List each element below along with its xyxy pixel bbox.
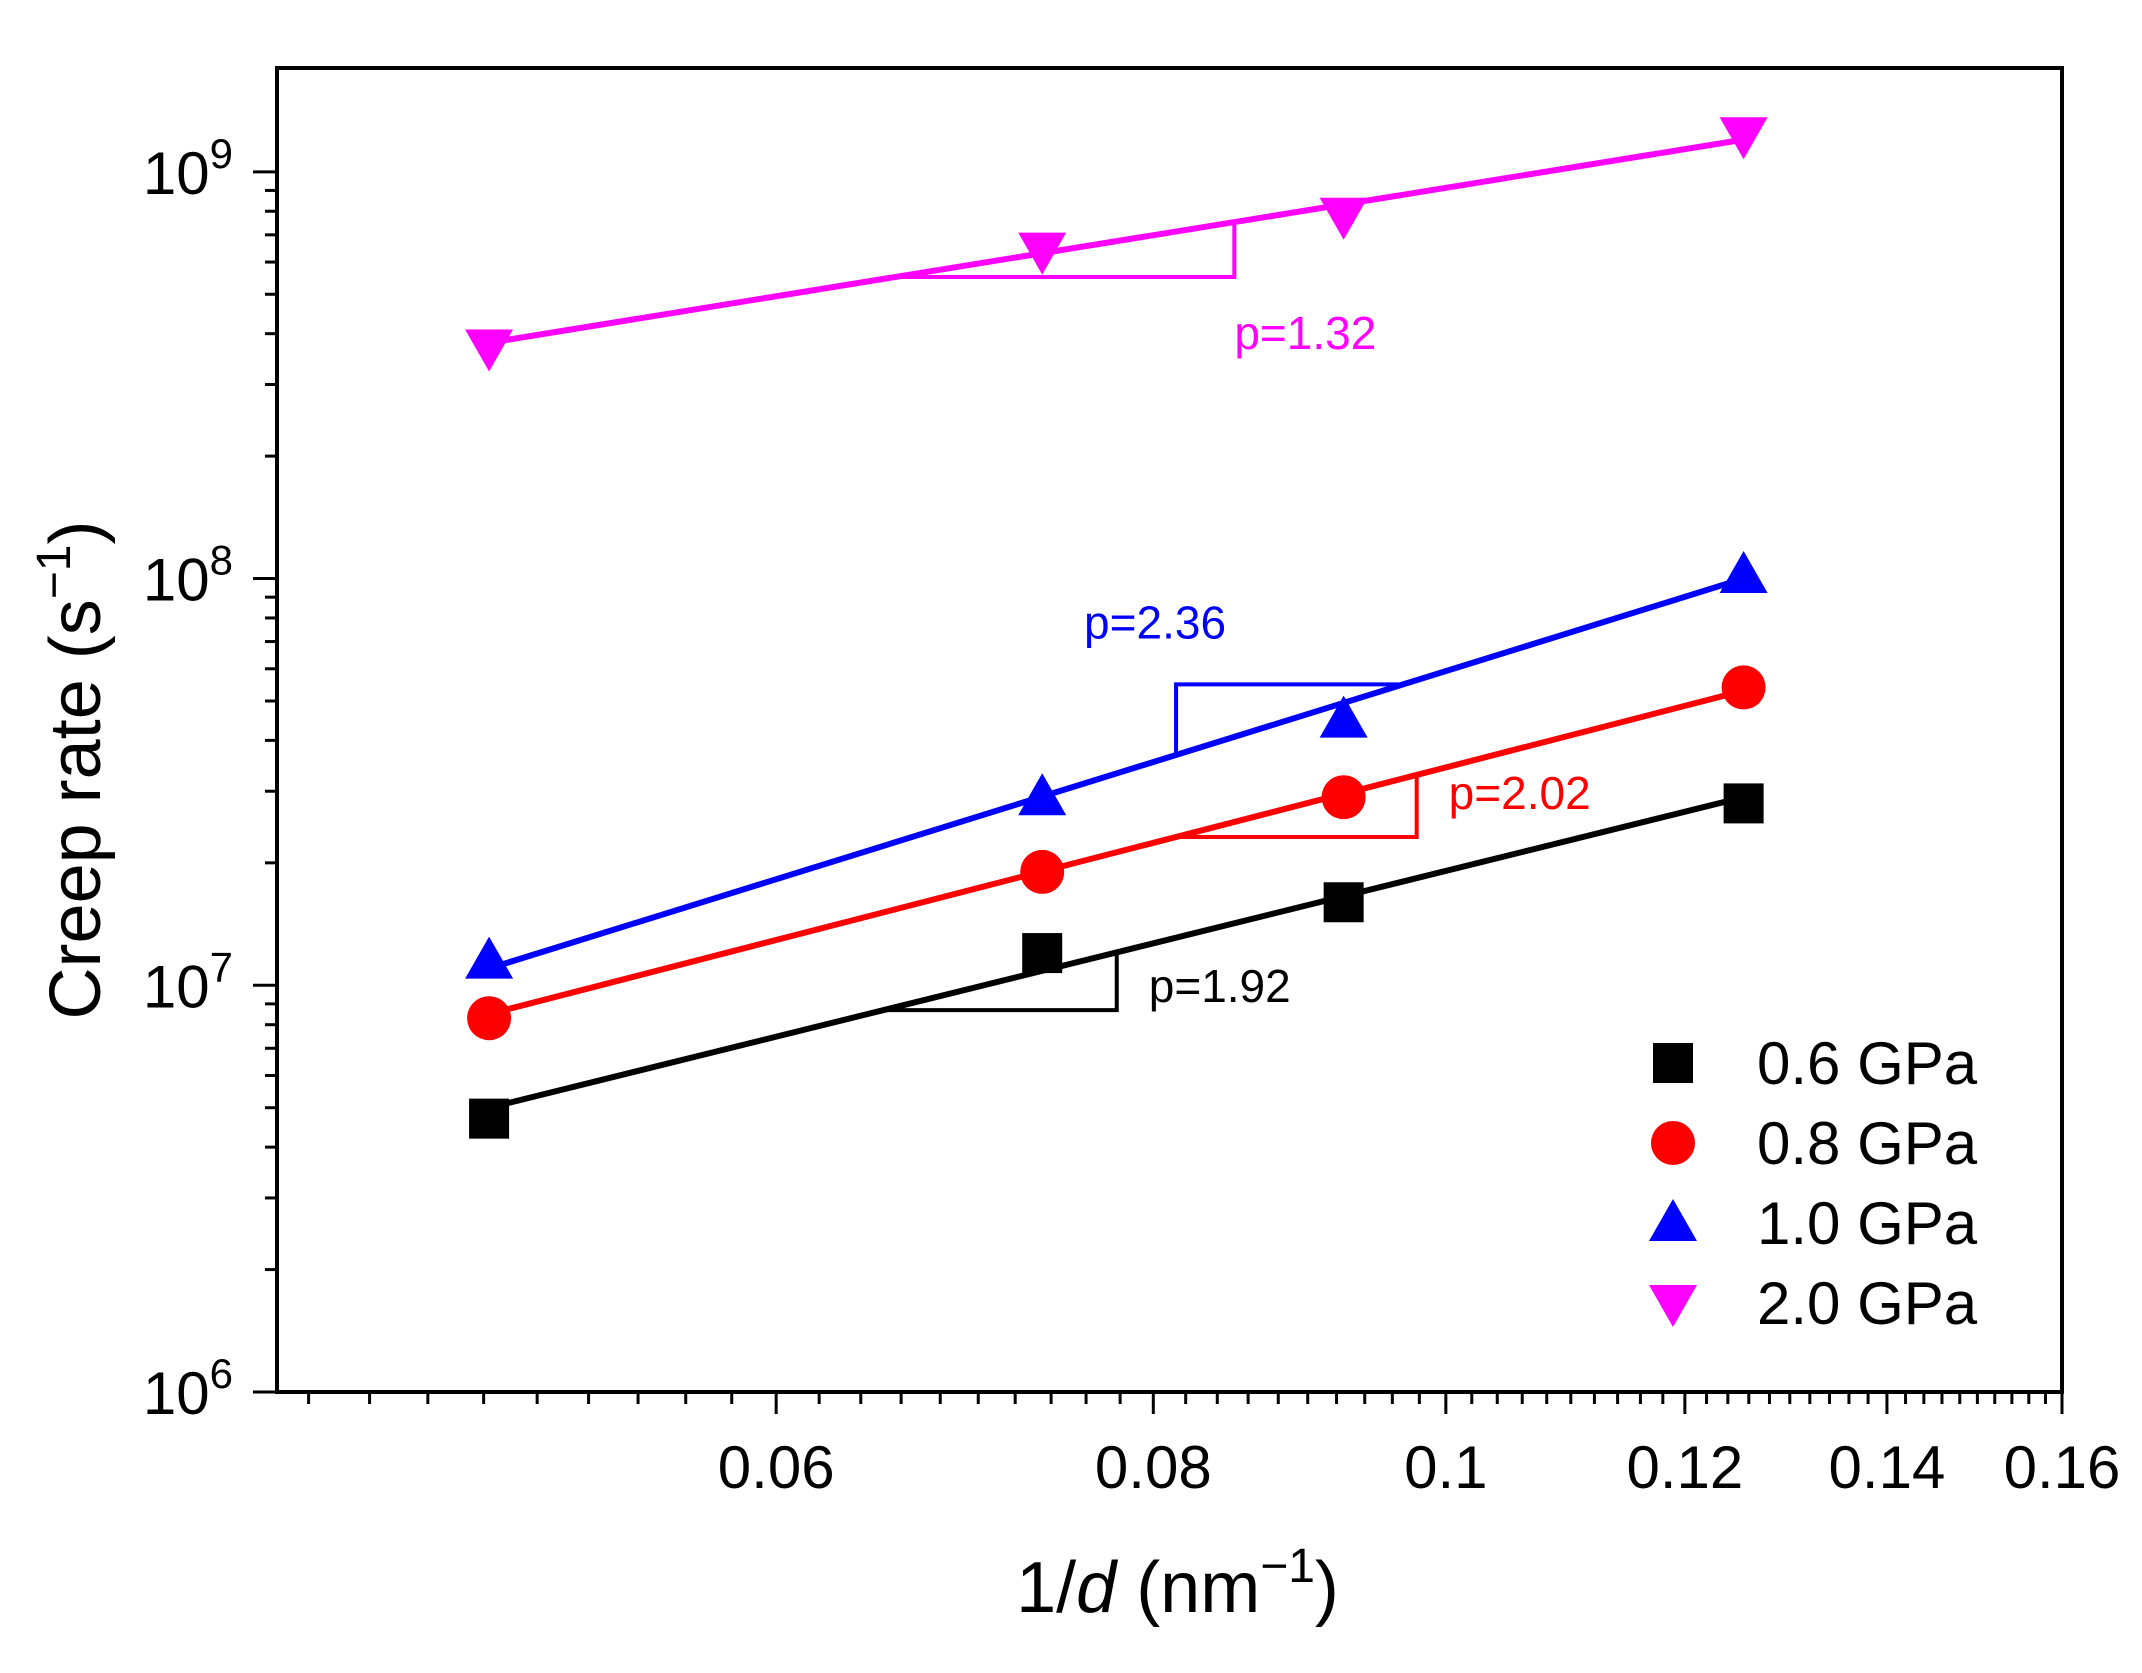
legend-marker-10 — [1649, 1199, 1697, 1241]
fit-line-10 — [488, 575, 1745, 972]
data-point-20-4 — [1719, 117, 1768, 160]
legend-marker-08 — [1651, 1121, 1695, 1165]
fit-lines — [488, 136, 1745, 1111]
x-tick-label: 0.1 — [1404, 1434, 1487, 1501]
slope-label-20: p=1.32 — [1234, 307, 1376, 359]
x-tick-label: 0.06 — [718, 1434, 835, 1501]
slope-label-08: p=2.02 — [1449, 767, 1591, 819]
x-tick-label: 0.08 — [1095, 1434, 1212, 1501]
legend-marker-06 — [1653, 1043, 1693, 1083]
data-point-10-2 — [1018, 773, 1067, 816]
x-tick-label: 0.12 — [1626, 1434, 1743, 1501]
legend-label-06: 0.6 GPa — [1757, 1030, 1978, 1097]
legend-label-10: 1.0 GPa — [1757, 1190, 1978, 1257]
data-point-08-2 — [1020, 849, 1065, 894]
legend-label-08: 0.8 GPa — [1757, 1110, 1978, 1177]
axis-titles: 1/d (nm−1) Creep rate (s−1) — [28, 521, 1339, 1628]
data-point-06-4 — [1723, 783, 1764, 824]
data-point-08-1 — [467, 996, 512, 1041]
slope-triangle-08 — [1176, 774, 1419, 839]
y-tick-label: 108 — [143, 537, 233, 614]
slope-label-06: p=1.92 — [1149, 960, 1291, 1012]
legend: 0.6 GPa 0.8 GPa 1.0 GPa 2.0 GPa — [1649, 1030, 1978, 1337]
data-point-10-4 — [1719, 551, 1768, 594]
data-point-20-3 — [1319, 197, 1368, 240]
legend-label-20: 2.0 GPa — [1757, 1270, 1978, 1337]
data-point-06-1 — [469, 1098, 510, 1139]
data-point-06-3 — [1323, 882, 1364, 923]
data-point-08-4 — [1721, 665, 1766, 710]
data-point-08-3 — [1321, 775, 1366, 820]
slope-triangle-20 — [895, 222, 1237, 279]
slope-triangle-10 — [1174, 682, 1404, 755]
data-point-06-2 — [1022, 933, 1063, 974]
slope-label-10: p=2.36 — [1084, 596, 1226, 648]
x-tick-label: 0.16 — [2004, 1434, 2121, 1501]
data-point-20-2 — [1018, 232, 1067, 275]
data-points — [465, 117, 1768, 1139]
data-point-10-3 — [1319, 695, 1368, 738]
axes: 0.06 0.08 0.1 0.12 0.14 0.16 106 107 108 109 — [143, 66, 2121, 1501]
slope-triangles: p=1.92 p=2.02 p=2.36 p=1.32 — [883, 222, 1591, 1013]
x-tick-label: 0.14 — [1829, 1434, 1946, 1501]
y-tick-label: 106 — [143, 1350, 233, 1427]
data-point-20-1 — [465, 329, 514, 372]
y-tick-label: 107 — [143, 943, 233, 1020]
plot-frame — [275, 66, 2064, 1394]
y-axis-title: Creep rate (s−1) — [28, 521, 116, 1020]
y-tick-label: 109 — [143, 130, 233, 207]
fit-line-20 — [488, 136, 1745, 346]
x-axis-title: 1/d (nm−1) — [1016, 1540, 1339, 1628]
legend-marker-20 — [1649, 1285, 1697, 1327]
slope-triangle-06 — [883, 952, 1119, 1013]
fit-line-08 — [488, 687, 1745, 1017]
data-point-10-1 — [465, 936, 514, 979]
